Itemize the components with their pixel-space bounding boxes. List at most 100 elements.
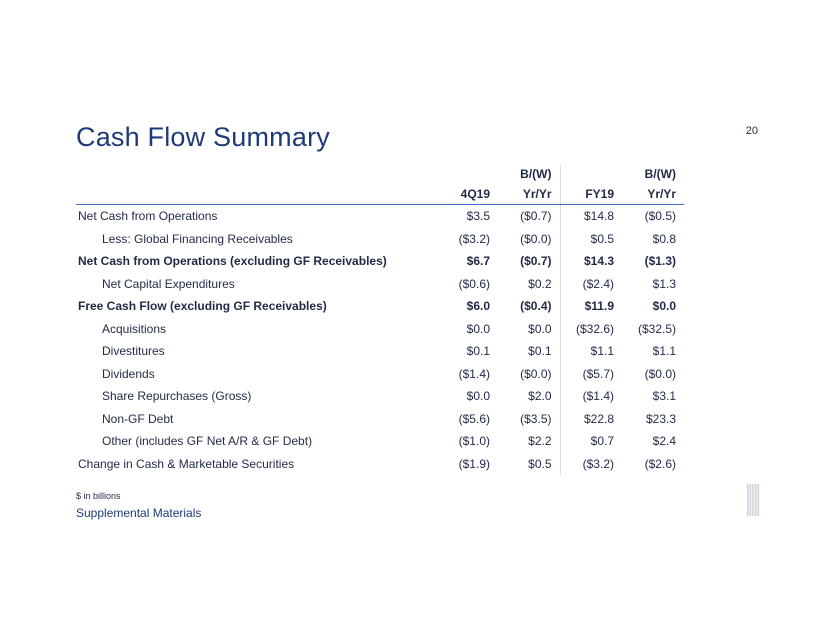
row-label: Net Cash from Operations (excluding GF R… xyxy=(78,254,387,269)
row-label: Other (includes GF Net A/R & GF Debt) xyxy=(102,434,313,449)
logo-stripe xyxy=(748,484,750,516)
value-cell: $14.3 xyxy=(559,250,622,273)
super-header-cell xyxy=(559,165,622,183)
value-cell: $22.8 xyxy=(559,407,622,430)
column-header: FY19 xyxy=(559,183,622,205)
value-cell: $0.1 xyxy=(528,344,552,359)
super-header-cell: B/(W) xyxy=(520,167,552,181)
column-header: Yr/Yr xyxy=(498,183,560,205)
value-cell: $23.3 xyxy=(645,411,676,426)
cash-flow-table-container: B/(W) B/(W) 4Q19 Yr/Yr FY19 Yr/Yr Net Ca… xyxy=(76,165,684,475)
page-title: Cash Flow Summary xyxy=(76,122,330,152)
table-row: Other (includes GF Net A/R & GF Debt) ($1… xyxy=(76,430,684,453)
table-row: Net Cash from Operations (excluding GF R… xyxy=(76,250,684,273)
row-label: Divestitures xyxy=(102,344,165,359)
row-label: Change in Cash & Marketable Securities xyxy=(78,456,295,471)
value-cell: $0.1 xyxy=(466,344,490,359)
value-cell: $1.1 xyxy=(652,344,676,359)
table-row: Free Cash Flow (excluding GF Receivables… xyxy=(76,295,684,318)
super-header-cell: B/(W) xyxy=(644,167,676,181)
value-cell: $1.1 xyxy=(559,340,622,363)
value-cell: ($0.5) xyxy=(644,209,676,224)
ibm-logo-icon-svg xyxy=(747,484,760,516)
value-cell: ($3.2) xyxy=(458,231,490,246)
row-label: Free Cash Flow (excluding GF Receivables… xyxy=(78,299,327,314)
value-cell: $11.9 xyxy=(559,295,622,318)
value-cell: ($0.6) xyxy=(458,276,490,291)
value-cell: $3.1 xyxy=(652,389,676,404)
logo-stripe xyxy=(755,484,756,516)
logo-stripe xyxy=(753,484,755,516)
value-cell: ($1.4) xyxy=(559,385,622,408)
logo-stripe xyxy=(747,484,748,516)
logo-stripe xyxy=(751,484,753,516)
value-cell: $14.8 xyxy=(559,204,622,228)
logo-stripe xyxy=(758,484,760,516)
column-header xyxy=(76,183,436,205)
table-super-header-row: B/(W) B/(W) xyxy=(76,165,684,183)
value-cell: ($32.6) xyxy=(559,317,622,340)
value-cell: ($5.7) xyxy=(559,362,622,385)
table-row: Less: Global Financing Receivables ($3.2)… xyxy=(76,227,684,250)
table-row: Net Cash from Operations $3.5 ($0.7) $14.8 (… xyxy=(76,204,684,228)
value-cell: ($1.4) xyxy=(458,366,490,381)
column-header: 4Q19 xyxy=(436,183,498,205)
value-cell: ($1.0) xyxy=(458,434,490,449)
value-cell: $0.0 xyxy=(466,321,490,336)
row-label: Less: Global Financing Receivables xyxy=(102,231,293,246)
value-cell: $2.4 xyxy=(652,434,676,449)
value-cell: ($32.5) xyxy=(637,321,676,336)
table-row: Change in Cash & Marketable Securities ($… xyxy=(76,452,684,475)
value-cell: $0.8 xyxy=(652,231,676,246)
value-cell: $0.2 xyxy=(528,276,552,291)
ibm-logo-icon xyxy=(742,482,764,518)
value-cell: ($0.0) xyxy=(520,366,552,381)
table-row: Divestitures $0.1 $0.1 $1.1 $1.1 xyxy=(76,340,684,363)
value-cell: $0.5 xyxy=(528,456,552,471)
value-cell: ($0.7) xyxy=(520,209,552,224)
table-row: Net Capital Expenditures ($0.6) $0.2 ($2.4)… xyxy=(76,272,684,295)
value-cell: $2.0 xyxy=(528,389,552,404)
supplemental-label: Supplemental Materials xyxy=(76,506,202,520)
table-row: Non-GF Debt ($5.6) ($3.5) $22.8 $23.3 xyxy=(76,407,684,430)
value-cell: $0.7 xyxy=(559,430,622,453)
value-cell: $6.0 xyxy=(466,299,490,314)
value-cell: $3.5 xyxy=(466,209,490,224)
logo-stripe xyxy=(750,484,752,516)
value-cell: ($1.9) xyxy=(458,456,490,471)
cash-flow-table: B/(W) B/(W) 4Q19 Yr/Yr FY19 Yr/Yr Net Ca… xyxy=(76,165,684,475)
value-cell: $0.0 xyxy=(466,389,490,404)
table-header-row: 4Q19 Yr/Yr FY19 Yr/Yr xyxy=(76,183,684,205)
table-body: Net Cash from Operations $3.5 ($0.7) $14.8 (… xyxy=(76,204,684,475)
logo-stripe xyxy=(756,484,758,516)
value-cell: ($2.6) xyxy=(644,456,676,471)
value-cell: $6.7 xyxy=(466,254,490,269)
value-cell: $0.0 xyxy=(652,299,676,314)
value-cell: $1.3 xyxy=(652,276,676,291)
footnote: $ in billions xyxy=(76,491,121,501)
column-header: Yr/Yr xyxy=(622,183,684,205)
row-label: Non-GF Debt xyxy=(102,411,174,426)
row-label: Share Repurchases (Gross) xyxy=(102,389,252,404)
super-header-cell xyxy=(436,165,498,183)
value-cell: ($5.6) xyxy=(458,411,490,426)
row-label: Net Capital Expenditures xyxy=(102,276,235,291)
value-cell: ($3.2) xyxy=(559,452,622,475)
value-cell: ($3.5) xyxy=(520,411,552,426)
value-cell: ($0.7) xyxy=(520,254,552,269)
page-number: 20 xyxy=(745,125,758,137)
value-cell: ($0.0) xyxy=(644,366,676,381)
value-cell: $0.0 xyxy=(528,321,552,336)
row-label: Acquisitions xyxy=(102,321,167,336)
table-row: Acquisitions $0.0 $0.0 ($32.6) ($32.5) xyxy=(76,317,684,340)
table-row: Dividends ($1.4) ($0.0) ($5.7) ($0.0) xyxy=(76,362,684,385)
value-cell: $0.5 xyxy=(559,227,622,250)
table-row: Share Repurchases (Gross) $0.0 $2.0 ($1.4) $… xyxy=(76,385,684,408)
value-cell: ($0.0) xyxy=(520,231,552,246)
super-header-cell xyxy=(76,165,436,183)
value-cell: ($1.3) xyxy=(644,254,676,269)
value-cell: ($2.4) xyxy=(559,272,622,295)
row-label: Dividends xyxy=(102,366,155,381)
row-label: Net Cash from Operations xyxy=(78,209,218,224)
value-cell: $2.2 xyxy=(528,434,552,449)
